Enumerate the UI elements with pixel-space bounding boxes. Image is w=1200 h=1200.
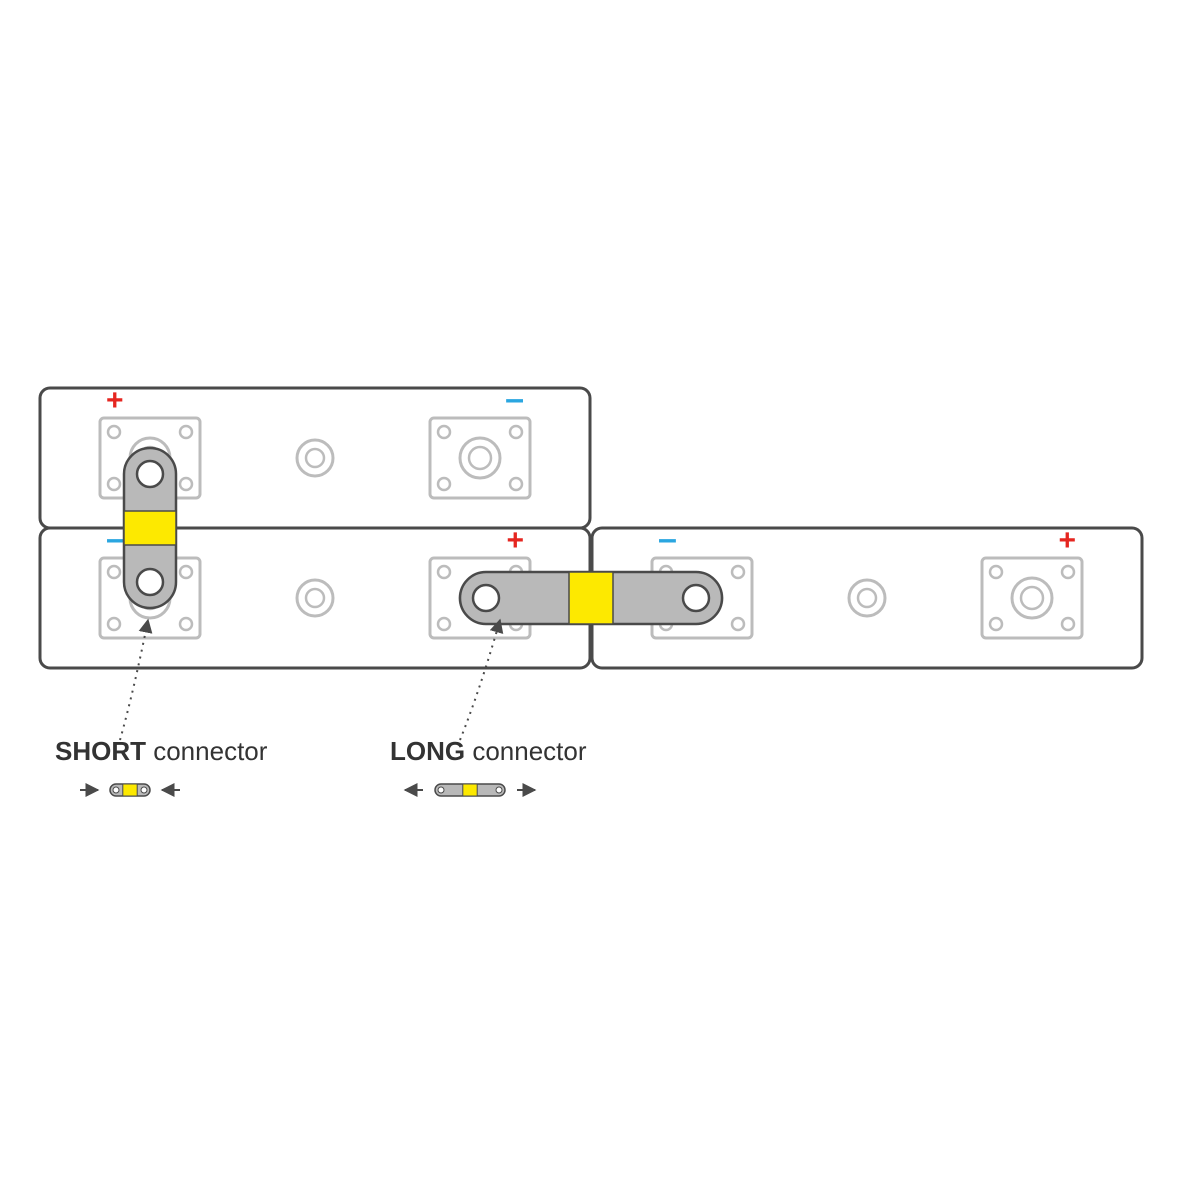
vent-b2 [297, 580, 333, 616]
vent-b1 [297, 440, 333, 476]
plus-sign-b3_pos: + [1058, 524, 1076, 557]
minus-sign-b1_neg: – [505, 380, 524, 418]
terminal-b1_neg: – [430, 380, 530, 498]
long-connector-callout-label: LONG connector [390, 736, 587, 766]
terminal-b3_pos: + [982, 524, 1082, 638]
vent-b3 [849, 580, 885, 616]
short-connector [124, 448, 176, 608]
short-connector-callout: SHORT connector [55, 620, 268, 766]
plus-sign-b2_pos: + [506, 524, 524, 557]
long-connector [460, 572, 722, 624]
mini-long-icon [405, 784, 535, 796]
minus-sign-b2_neg: – [106, 520, 125, 558]
mini-short-icon [80, 784, 180, 796]
long-connector-callout: LONG connector [390, 620, 587, 766]
minus-sign-b3_neg: – [658, 520, 677, 558]
plus-sign-b1_pos: + [106, 384, 124, 417]
short-connector-callout-label: SHORT connector [55, 736, 268, 766]
